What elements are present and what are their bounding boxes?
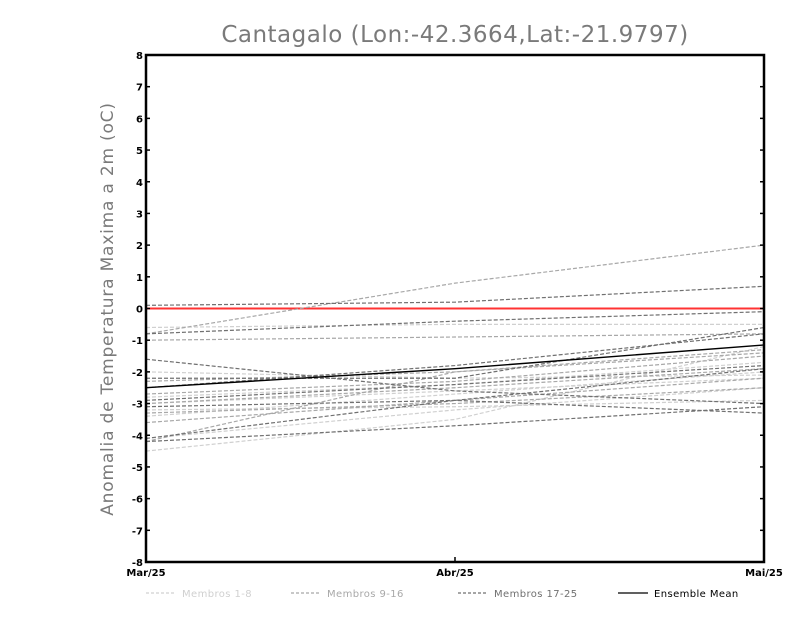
legend-label-4: Ensemble Mean (654, 589, 739, 600)
y-tick-label: -1 (132, 336, 143, 347)
member-line-16 (145, 352, 765, 443)
member-line-6 (145, 387, 765, 440)
x-axis-ticks: Mar/25 Abr/25 Mai/25 (126, 557, 783, 579)
member-line-19 (145, 358, 765, 405)
legend-label-1: Membros 1-8 (182, 589, 252, 600)
y-tick-label: -3 (132, 400, 143, 411)
ensemble-mean-line (145, 344, 765, 389)
y-tick-label: 0 (136, 305, 143, 316)
member-line-22 (145, 364, 765, 401)
y-tick-label: -2 (132, 368, 143, 379)
y-tick-label: 6 (136, 114, 143, 125)
x-tick-label: Mar/25 (126, 568, 165, 579)
member-line-13 (145, 368, 765, 405)
y-tick-label: 7 (136, 83, 143, 94)
y-axis-label: Anomalia de Temperatura Maxima a 2m (oC) (98, 102, 118, 516)
y-tick-label: -4 (132, 431, 143, 442)
member-line-7 (145, 345, 765, 452)
y-tick-label: 2 (136, 241, 143, 252)
legend: Membros 1-8 Membros 9-16 Membros 17-25 Ense… (146, 589, 739, 600)
member-line-23 (145, 399, 765, 414)
legend-label-2: Membros 9-16 (327, 589, 404, 600)
member-line-18 (145, 311, 765, 335)
y-tick-label: 5 (136, 146, 143, 157)
series-layer (145, 244, 765, 452)
y-tick-label: 3 (136, 209, 143, 220)
member-line-10 (145, 333, 765, 341)
y-tick-label: 1 (136, 273, 143, 284)
member-line-25 (145, 406, 765, 443)
y-tick-label: -7 (132, 526, 143, 537)
y-tick-label: -5 (132, 463, 143, 474)
member-line-21 (145, 333, 765, 389)
member-line-14 (145, 387, 765, 414)
member-line-9 (145, 244, 765, 335)
member-line-2 (145, 371, 765, 379)
member-line-17 (145, 285, 765, 306)
member-line-4 (145, 377, 765, 405)
y-tick-label: 4 (136, 178, 143, 189)
member-line-12 (145, 355, 765, 395)
member-line-1 (145, 323, 764, 329)
x-tick-label: Mai/25 (745, 568, 783, 579)
member-line-8 (145, 399, 765, 411)
chart-title: Cantagalo (Lon:-42.3664,Lat:-21.9797) (221, 22, 688, 48)
member-line-24 (145, 368, 765, 440)
y-tick-label: -6 (132, 495, 143, 506)
y-tick-label: -8 (132, 558, 143, 569)
x-tick-label: Abr/25 (436, 568, 473, 579)
ensemble-mean-layer (145, 344, 765, 389)
y-tick-label: 8 (136, 51, 143, 62)
y-axis-ticks: -8 -7 -6 -5 -4 -3 -2 -1 0 1 2 3 4 5 6 7 8 (132, 51, 764, 569)
legend-label-3: Membros 17-25 (494, 589, 578, 600)
